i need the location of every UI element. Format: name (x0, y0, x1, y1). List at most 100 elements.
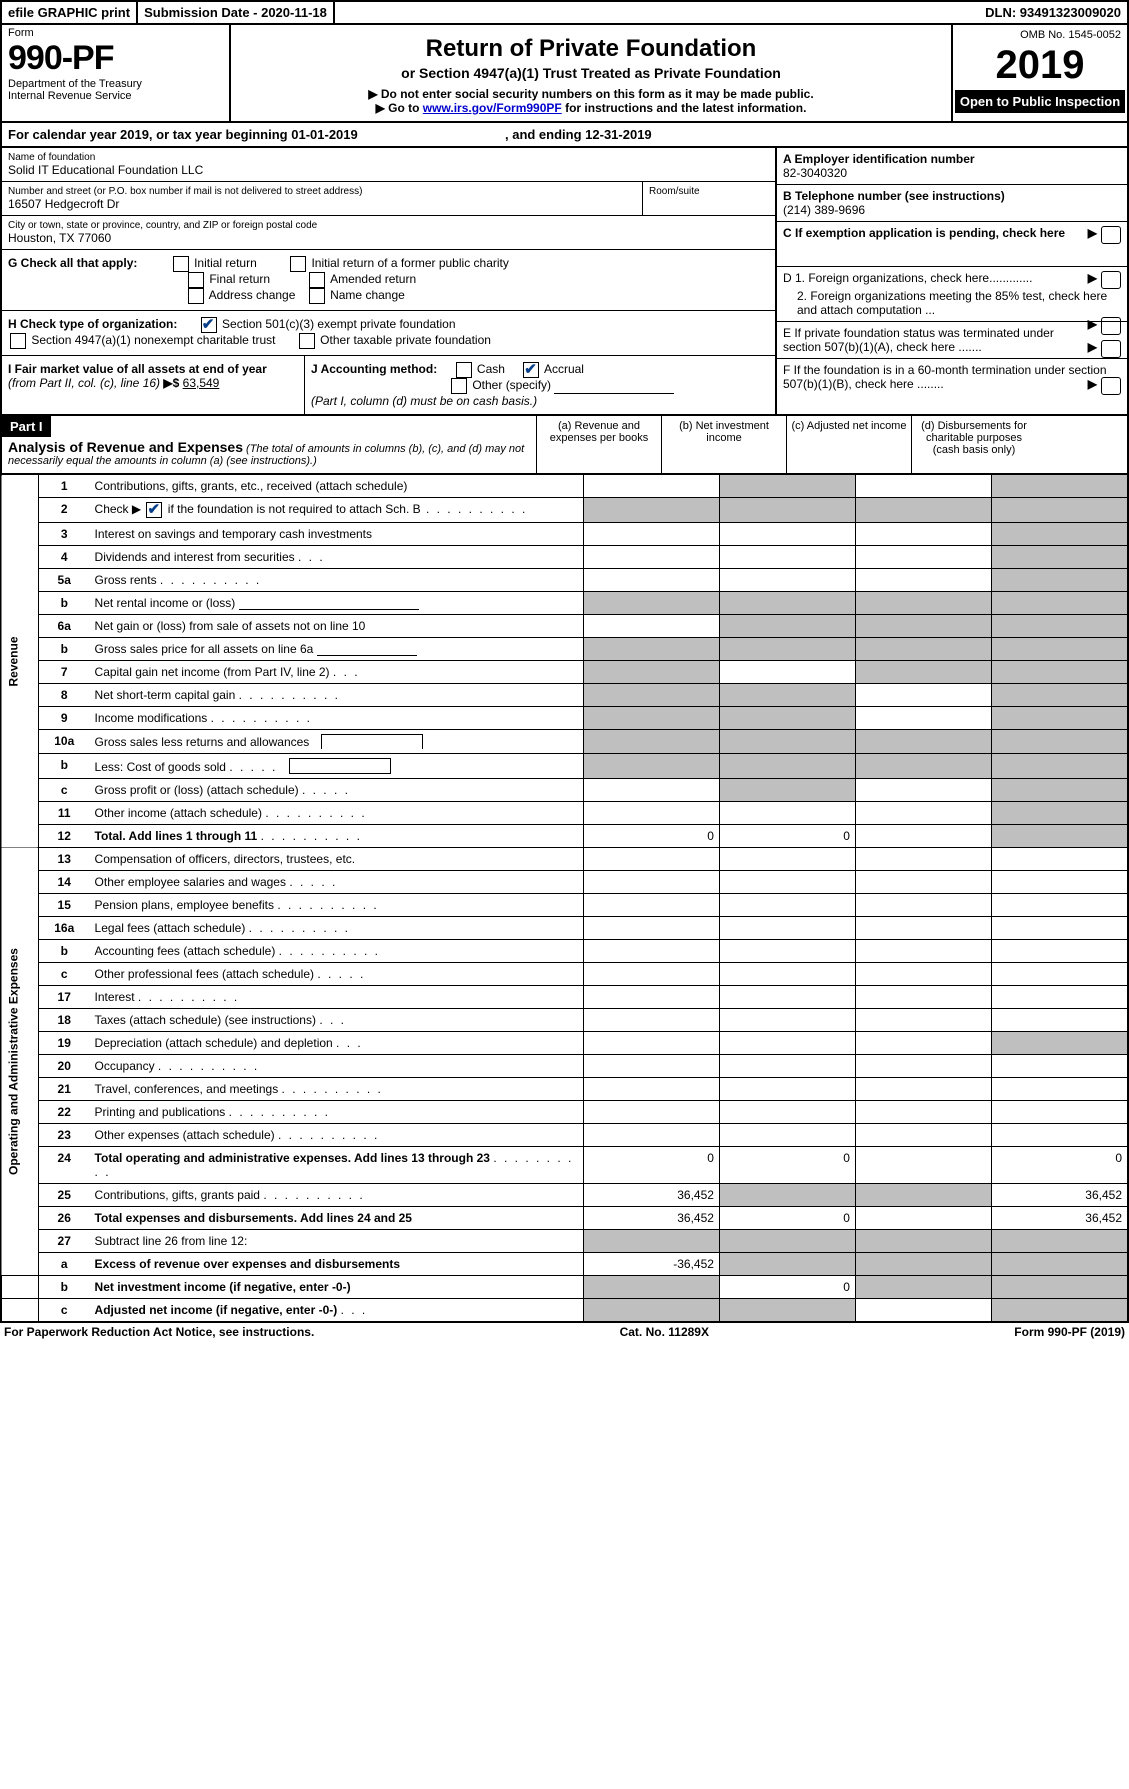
table-row: 21 Travel, conferences, and meetings (1, 1078, 1128, 1101)
checkbox-initial-former[interactable] (290, 256, 306, 272)
d2-label: 2. Foreign organizations meeting the 85%… (783, 289, 1121, 317)
table-row: b Gross sales price for all assets on li… (1, 638, 1128, 661)
footer: For Paperwork Reduction Act Notice, see … (0, 1323, 1129, 1341)
checkbox-cash[interactable] (456, 362, 472, 378)
line-num: b (38, 638, 89, 661)
line-num: b (38, 592, 89, 615)
table-row: 5a Gross rents (1, 569, 1128, 592)
open-public-badge: Open to Public Inspection (955, 90, 1125, 113)
table-row: 3 Interest on savings and temporary cash… (1, 523, 1128, 546)
j-label: J Accounting method: (311, 362, 437, 376)
checkbox-final-return[interactable] (188, 272, 204, 288)
omb-number: OMB No. 1545-0052 (955, 27, 1125, 43)
table-row: 9 Income modifications (1, 707, 1128, 730)
table-row: 20 Occupancy (1, 1055, 1128, 1078)
address-main: Number and street (or P.O. box number if… (2, 182, 643, 215)
line-num: 11 (38, 802, 89, 825)
e-label: E If private foundation status was termi… (783, 326, 1054, 354)
checkbox-name-change[interactable] (309, 288, 325, 304)
ein-label: A Employer identification number (783, 152, 975, 166)
line-num: 27 (38, 1230, 89, 1253)
line-desc: Adjusted net income (if negative, enter … (90, 1299, 584, 1323)
line-num: 8 (38, 684, 89, 707)
val-24b: 0 (719, 1147, 855, 1184)
checkbox-85pct-test[interactable] (1101, 317, 1121, 335)
opt-other-method: Other (specify) (472, 378, 551, 392)
table-row: b Net rental income or (loss) (1, 592, 1128, 615)
room-label: Room/suite (649, 186, 769, 197)
irs-link[interactable]: www.irs.gov/Form990PF (423, 101, 562, 115)
line-desc: Gross profit or (loss) (attach schedule) (90, 779, 584, 802)
section-h: H Check type of organization: Section 50… (2, 311, 775, 356)
line-num: 26 (38, 1207, 89, 1230)
line-num: 12 (38, 825, 89, 848)
checkbox-other-method[interactable] (451, 378, 467, 394)
checkbox-foreign-org[interactable] (1101, 271, 1121, 289)
checkbox-other-taxable[interactable] (299, 333, 315, 349)
entity-info-grid: Name of foundation Solid IT Educational … (0, 148, 1129, 416)
arrow-icon: ▶ (1088, 226, 1097, 240)
line-desc: Gross rents (90, 569, 584, 592)
checkbox-sch-b[interactable] (146, 502, 162, 518)
table-row: c Other professional fees (attach schedu… (1, 963, 1128, 986)
table-row: b Net investment income (if negative, en… (1, 1276, 1128, 1299)
checkbox-accrual[interactable] (523, 362, 539, 378)
val-24a: 0 (583, 1147, 719, 1184)
section-i: I Fair market value of all assets at end… (2, 356, 305, 414)
line-num: b (38, 754, 89, 779)
form-subtitle: or Section 4947(a)(1) Trust Treated as P… (237, 65, 945, 81)
section-g: G Check all that apply: Initial return I… (2, 250, 775, 311)
line-num: 23 (38, 1124, 89, 1147)
line-num: 9 (38, 707, 89, 730)
checkbox-initial-return[interactable] (173, 256, 189, 272)
checkbox-address-change[interactable] (188, 288, 204, 304)
line-desc: Gross sales less returns and allowances (90, 730, 584, 754)
line-num: 25 (38, 1184, 89, 1207)
line-num: c (38, 963, 89, 986)
line-desc: Contributions, gifts, grants paid (90, 1184, 584, 1207)
dept-irs: Internal Revenue Service (8, 90, 223, 102)
h-label: H Check type of organization: (8, 317, 177, 331)
section-d: D 1. Foreign organizations, check here..… (777, 267, 1127, 322)
line-desc: Taxes (attach schedule) (see instruction… (90, 1009, 584, 1032)
checkbox-amended[interactable] (309, 272, 325, 288)
form-title: Return of Private Foundation (237, 35, 945, 63)
line-desc: Printing and publications (90, 1101, 584, 1124)
goto-post: for instructions and the latest informat… (562, 101, 807, 115)
opt-final: Final return (209, 272, 270, 286)
line-num: 2 (38, 498, 89, 523)
opt-initial-former: Initial return of a former public charit… (311, 256, 508, 270)
table-row: 8 Net short-term capital gain (1, 684, 1128, 707)
analysis-text: Analysis of Revenue and Expenses (The to… (2, 437, 536, 469)
revenue-side-label: Revenue (1, 475, 38, 848)
line-num: 22 (38, 1101, 89, 1124)
line-desc: Less: Cost of goods sold (90, 754, 584, 779)
section-e: E If private foundation status was termi… (777, 322, 1127, 359)
checkbox-60month[interactable] (1101, 377, 1121, 395)
table-row: b Accounting fees (attach schedule) (1, 940, 1128, 963)
table-row: 18 Taxes (attach schedule) (see instruct… (1, 1009, 1128, 1032)
header-right: OMB No. 1545-0052 2019 Open to Public In… (953, 25, 1127, 121)
line-desc: Income modifications (90, 707, 584, 730)
line-num: c (38, 1299, 89, 1323)
line-num: 7 (38, 661, 89, 684)
checkbox-exemption-pending[interactable] (1101, 226, 1121, 244)
checkbox-4947[interactable] (10, 333, 26, 349)
form-label: Form (8, 27, 34, 39)
checkbox-status-terminated[interactable] (1101, 340, 1121, 358)
val-24d: 0 (991, 1147, 1128, 1184)
i-arrow: ▶$ (163, 376, 182, 390)
expenses-side-label: Operating and Administrative Expenses (1, 848, 38, 1276)
city-label: City or town, state or province, country… (8, 220, 769, 231)
line-desc: Other income (attach schedule) (90, 802, 584, 825)
opt-address: Address change (209, 288, 296, 302)
city-state-zip: Houston, TX 77060 (8, 231, 111, 245)
checkbox-501c3[interactable] (201, 317, 217, 333)
l2-post: if the foundation is not required to att… (164, 502, 420, 516)
val-26a: 36,452 (583, 1207, 719, 1230)
table-row: 27 Subtract line 26 from line 12: (1, 1230, 1128, 1253)
line-desc: Total expenses and disbursements. Add li… (90, 1207, 584, 1230)
ein-value: 82-3040320 (783, 166, 847, 180)
line-desc: Capital gain net income (from Part IV, l… (90, 661, 584, 684)
analysis-title: Analysis of Revenue and Expenses (8, 439, 243, 455)
